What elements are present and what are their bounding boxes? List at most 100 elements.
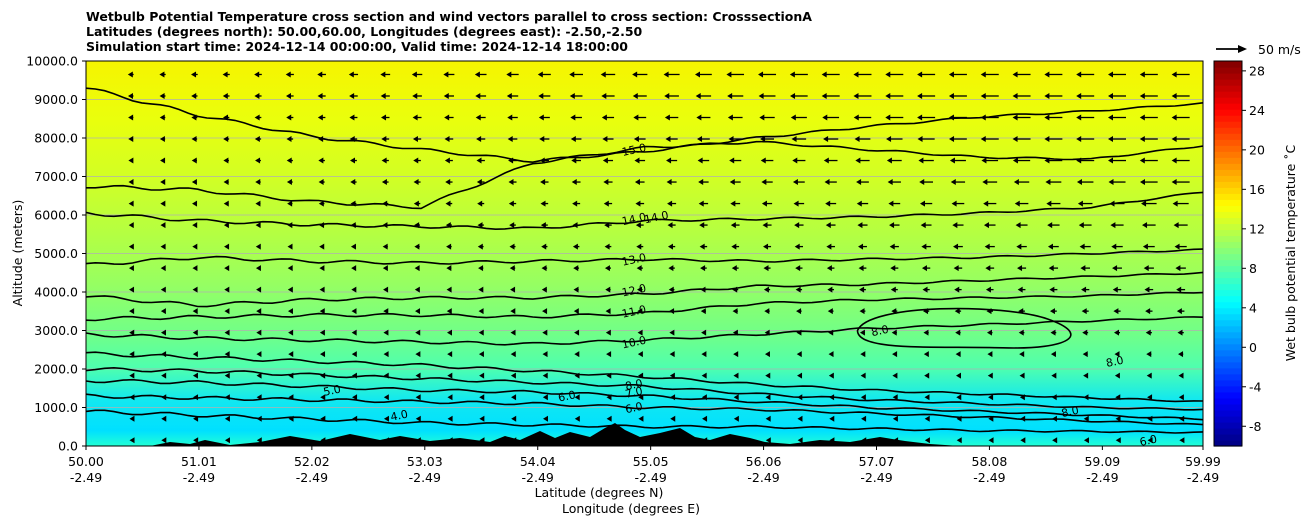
wind-vector-head <box>191 114 197 121</box>
x-tick-label-lat: 56.06 <box>746 454 782 469</box>
wind-vector-head <box>511 415 517 422</box>
colorbar-band <box>1214 91 1242 98</box>
wind-vector-head <box>1078 222 1084 229</box>
wind-vector <box>924 394 930 401</box>
wind-vector <box>477 243 484 250</box>
colorbar-tick-label: 8 <box>1249 261 1257 276</box>
contour-label: 5.0 <box>322 382 342 398</box>
wind-vector-head <box>702 415 708 422</box>
wind-vector-head <box>829 415 835 422</box>
wind-vector <box>605 329 611 336</box>
wind-vector <box>921 265 931 272</box>
wind-vector-head <box>541 286 547 293</box>
colorbar-band <box>1214 289 1242 297</box>
wind-vector <box>885 71 904 78</box>
colorbar-band <box>1214 211 1242 219</box>
wind-vector <box>797 372 803 379</box>
wind-vector <box>224 243 230 250</box>
wind-vector <box>1111 243 1123 250</box>
wind-vector <box>477 222 484 229</box>
wind-vector-head <box>956 437 962 444</box>
wind-vector-head <box>664 114 670 121</box>
colorbar-band <box>1214 103 1242 110</box>
wind-vector <box>1179 437 1185 444</box>
wind-vector <box>256 286 262 293</box>
wind-vector <box>920 222 932 229</box>
wind-vector-head <box>790 114 796 121</box>
wind-vector-head <box>699 243 705 250</box>
wind-vector-head <box>667 243 673 250</box>
wind-vector <box>984 243 995 250</box>
wind-vector-head <box>885 92 891 99</box>
wind-vector-head <box>415 351 421 358</box>
wind-vector-head <box>317 71 323 78</box>
wind-vector <box>822 114 840 121</box>
wind-vector <box>1012 92 1031 99</box>
wind-vector-head <box>1044 136 1050 143</box>
wind-vector <box>1171 92 1190 99</box>
wind-vector <box>636 265 643 272</box>
wind-vector <box>1076 179 1094 186</box>
wind-vector <box>603 200 613 207</box>
wind-vector-head <box>1083 437 1089 444</box>
wind-vector <box>286 114 294 121</box>
wind-vector-head <box>758 92 764 99</box>
wind-vector <box>635 222 644 229</box>
wind-vector-head <box>701 394 707 401</box>
wind-vector <box>1083 437 1089 444</box>
wind-vector <box>446 265 452 272</box>
wind-vector-head <box>853 92 859 99</box>
y-tick-label: 10000.0 <box>26 54 78 69</box>
wind-vector <box>602 136 614 143</box>
wind-vector <box>759 114 775 121</box>
wind-vector <box>889 243 899 250</box>
wind-vector-head <box>764 308 770 315</box>
wind-vector-head <box>1110 222 1116 229</box>
wind-vector <box>731 243 740 250</box>
wind-vector-head <box>318 179 324 186</box>
wind-vector <box>1082 329 1089 336</box>
wind-vector <box>795 265 803 272</box>
wind-vector-head <box>508 157 514 164</box>
wind-vector <box>923 351 929 358</box>
wind-vector <box>698 200 709 207</box>
wind-vector <box>699 243 708 250</box>
wind-vector <box>604 222 612 229</box>
colorbar-label: Wet bulb potential temperature ˚C <box>1283 144 1298 361</box>
wind-vector <box>569 92 583 99</box>
colorbar-band <box>1214 433 1242 441</box>
wind-vector <box>889 222 900 229</box>
wind-vector <box>1049 286 1058 293</box>
wind-vector <box>128 200 134 207</box>
wind-vector-head <box>853 71 859 78</box>
wind-vector <box>351 308 357 315</box>
wind-vector <box>1147 437 1153 444</box>
wind-vector-head <box>287 265 293 272</box>
wind-vector <box>542 372 548 379</box>
wind-vector-head <box>128 157 134 164</box>
wind-vector-head <box>1139 114 1145 121</box>
wind-vector <box>637 351 643 358</box>
wind-vector-head <box>224 415 230 422</box>
wind-vector <box>224 329 230 336</box>
x-tick-label-lon: -2.49 <box>522 470 554 485</box>
wind-vector-head <box>889 243 895 250</box>
wind-vector-head <box>827 286 833 293</box>
colorbar-band <box>1214 253 1242 261</box>
wind-vector <box>479 394 485 401</box>
wind-vector <box>980 136 999 143</box>
wind-vector <box>443 71 455 78</box>
wind-vector-head <box>160 222 166 229</box>
wind-vector-head <box>193 394 199 401</box>
wind-vector <box>633 114 647 121</box>
wind-vector <box>859 286 866 293</box>
wind-vector-head <box>572 200 578 207</box>
wind-vector-head <box>635 200 641 207</box>
wind-vector-head <box>256 351 262 358</box>
wind-vector-head <box>285 92 291 99</box>
colorbar-band <box>1214 379 1242 387</box>
wind-vector-head <box>222 92 228 99</box>
wind-vector-head <box>506 92 512 99</box>
wind-vector <box>1019 372 1025 379</box>
wind-vector-head <box>604 243 610 250</box>
